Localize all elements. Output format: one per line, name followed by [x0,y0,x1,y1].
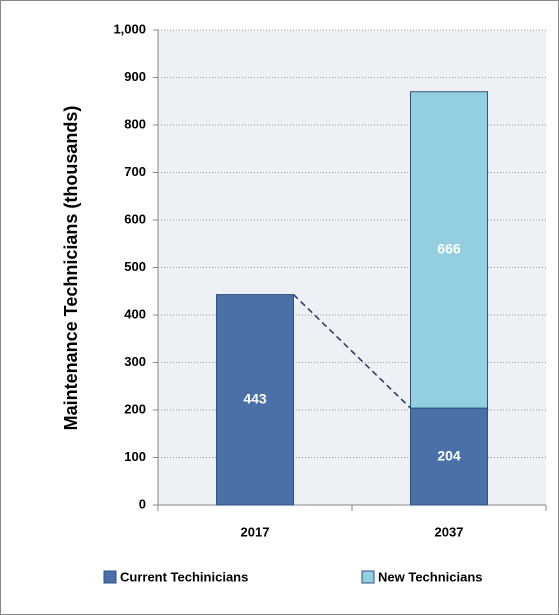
bar-segment [216,294,294,506]
bar-segment [410,91,488,409]
x-tick-label: 2017 [241,524,270,539]
data-label: 666 [437,241,461,257]
bar-segment [410,407,488,506]
y-tick-label: 400 [124,306,146,321]
legend-swatch [103,570,117,584]
y-tick-label: 1,000 [113,21,146,36]
legend-label: Current Techinicians [120,569,248,584]
y-tick-label: 700 [124,164,146,179]
y-tick-label: 100 [124,449,146,464]
y-tick-label: 900 [124,69,146,84]
legend-swatch [361,570,375,584]
data-label: 204 [437,447,461,463]
y-tick-label: 800 [124,116,146,131]
y-tick-label: 200 [124,401,146,416]
data-label: 443 [243,390,267,406]
legend-label: New Technicians [378,569,483,584]
trend-connector [292,294,412,409]
y-axis-label: Maintenance Technicians (thousands) [61,106,81,431]
y-tick-label: 500 [124,259,146,274]
y-tick-label: 0 [139,496,146,511]
y-tick-label: 300 [124,354,146,369]
x-tick-label: 2037 [435,524,464,539]
y-tick-label: 600 [124,211,146,226]
